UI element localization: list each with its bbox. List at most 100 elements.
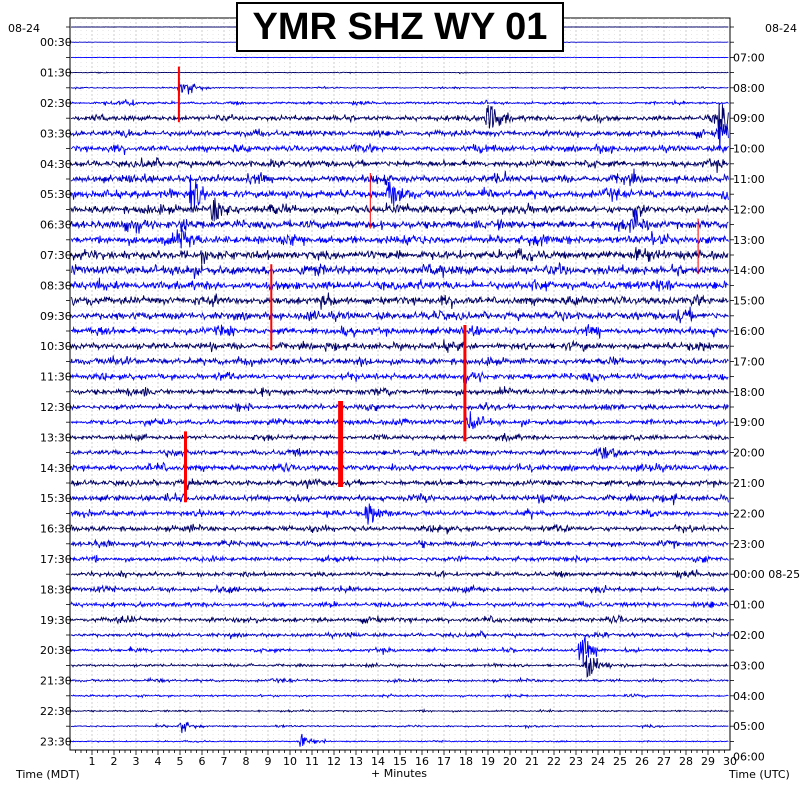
seismic-trace: [70, 174, 729, 213]
x-tick-label: 18: [459, 755, 473, 768]
left-time-label: 03:30: [40, 127, 72, 140]
x-tick-label: 25: [613, 755, 627, 768]
right-time-label: 20:00: [733, 447, 765, 460]
left-axis-label: Time (MDT): [15, 768, 80, 781]
right-time-label: 23:00: [733, 538, 765, 551]
left-time-label: 17:30: [40, 553, 72, 566]
left-time-labels: 00:30 01:30 02:30 03:30 04:30 05:30 06:30 07:30…: [40, 26, 734, 748]
left-time-label: 05:30: [40, 188, 72, 201]
x-tick-label: 19: [481, 755, 495, 768]
seismic-trace: [70, 538, 729, 549]
seismic-trace: [70, 99, 729, 107]
seismic-trace: [70, 386, 729, 398]
seismic-trace: [70, 56, 729, 59]
seismic-trace: [70, 655, 729, 678]
x-tick-label: 21: [525, 755, 539, 768]
right-time-label: 19:00: [733, 416, 765, 429]
seismic-trace: [70, 209, 729, 234]
x-tick-label: 3: [133, 755, 140, 768]
seismic-trace: [70, 600, 729, 610]
x-tick-label: 10: [283, 755, 297, 768]
left-time-label: 12:30: [40, 401, 72, 414]
x-tick-label: 1: [89, 755, 96, 768]
event-picks: [177, 66, 699, 503]
x-tick-label: 14: [371, 755, 385, 768]
left-time-label: 08:30: [40, 279, 72, 292]
seismic-trace: [70, 721, 729, 734]
right-time-label: 09:00: [733, 112, 765, 125]
x-tick-label: 27: [657, 755, 671, 768]
left-time-label: 19:30: [40, 614, 72, 627]
seismic-trace: [70, 71, 729, 75]
seismic-trace: [70, 306, 729, 324]
right-time-label: 18:00: [733, 386, 765, 399]
seismic-trace: [71, 324, 729, 339]
left-time-label: 09:30: [40, 310, 72, 323]
x-tick-label: 20: [503, 755, 517, 768]
left-time-label: 23:30: [40, 735, 72, 748]
x-tick-label: 8: [243, 755, 250, 768]
right-time-label: 04:00: [733, 690, 765, 703]
seismic-trace: [70, 446, 729, 460]
seismic-trace: [70, 120, 729, 151]
seismic-trace: [70, 103, 729, 137]
left-time-label: 13:30: [40, 431, 72, 444]
x-tick-label: 29: [701, 755, 715, 768]
left-time-label: 10:30: [40, 340, 72, 353]
left-time-label: 14:30: [40, 462, 72, 475]
seismic-trace: [70, 708, 729, 714]
chart-title: YMR SHZ WY 01: [252, 5, 548, 48]
right-axis-label: Time (UTC): [728, 768, 790, 781]
seismic-trace: [70, 523, 729, 535]
right-time-label: 05:00: [733, 720, 765, 733]
left-time-label: 07:30: [40, 249, 72, 262]
right-time-label: 10:00: [733, 143, 765, 156]
right-date-label: 08-24: [765, 22, 797, 35]
x-tick-label: 28: [679, 755, 693, 768]
seismic-trace: [70, 261, 729, 280]
left-time-label: 16:30: [40, 523, 72, 536]
x-tick-label: 13: [349, 755, 363, 768]
left-time-label: 02:30: [40, 97, 72, 110]
seismic-trace: [70, 339, 729, 353]
left-time-label: 01:30: [40, 67, 72, 80]
x-tick-label: 11: [305, 755, 319, 768]
seismic-trace: [70, 554, 729, 564]
x-tick-label: 15: [393, 755, 407, 768]
x-tick-label: 12: [327, 755, 341, 768]
minute-grid: [75, 18, 725, 750]
left-time-label: 00:30: [40, 36, 72, 49]
right-time-label: 02:00: [733, 629, 765, 642]
x-tick-label: 17: [437, 755, 451, 768]
right-time-label: 12:00: [733, 203, 765, 216]
right-time-label: 11:00: [733, 173, 765, 186]
x-tick-label: 7: [221, 755, 228, 768]
x-tick-label: 9: [265, 755, 272, 768]
seismic-trace: [70, 168, 729, 187]
x-tick-label: 6: [199, 755, 206, 768]
right-time-label: 15:00: [733, 295, 765, 308]
right-time-label: 13:00: [733, 234, 765, 247]
seismic-trace: [70, 583, 729, 595]
x-tick-label: 22: [547, 755, 561, 768]
seismic-trace: [70, 277, 729, 292]
seismic-trace: [70, 478, 729, 491]
seismic-trace: [70, 491, 729, 506]
x-tick-label: 16: [415, 755, 429, 768]
seismic-trace: [70, 432, 729, 443]
seismic-trace: [70, 355, 729, 368]
right-time-label: 07:00: [733, 51, 765, 64]
seismic-trace: [70, 197, 729, 222]
right-time-label: 01:00: [733, 599, 765, 612]
seismic-trace: [70, 247, 729, 265]
right-time-label: 22:00: [733, 507, 765, 520]
right-time-label: 17:00: [733, 355, 765, 368]
seismic-trace: [70, 370, 729, 384]
right-time-label: 14:00: [733, 264, 765, 277]
seismic-trace: [70, 292, 729, 310]
seismic-traces: [70, 26, 729, 747]
seismic-trace: [70, 614, 729, 625]
left-time-label: 20:30: [40, 644, 72, 657]
x-axis-label: + Minutes: [371, 767, 427, 780]
